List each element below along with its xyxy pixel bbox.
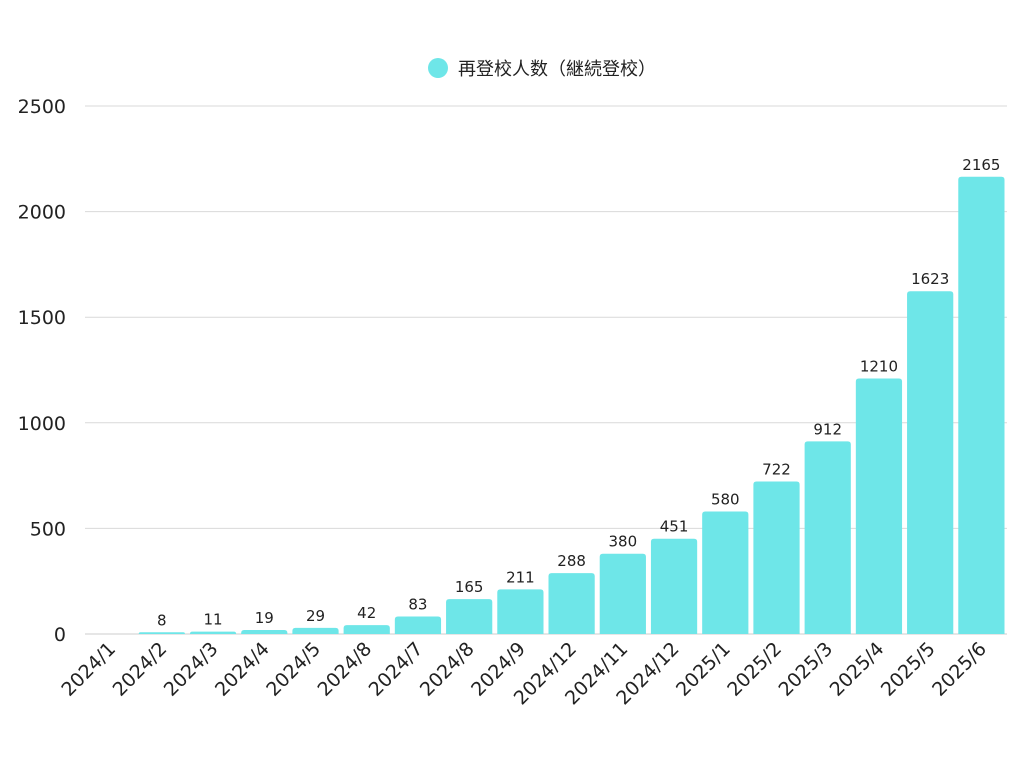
data-label: 580 xyxy=(711,491,740,509)
data-label: 42 xyxy=(357,604,376,622)
x-tick-label: 2024/8 xyxy=(416,638,479,701)
x-tick-label: 2024/5 xyxy=(262,638,325,701)
bar xyxy=(394,616,442,634)
bar xyxy=(855,378,903,634)
y-tick-label: 2500 xyxy=(18,96,66,118)
data-label: 722 xyxy=(762,461,791,479)
y-tick-label: 2000 xyxy=(18,202,66,224)
data-label: 29 xyxy=(306,607,325,625)
bar xyxy=(446,599,493,634)
x-tick-label: 2025/4 xyxy=(826,638,889,701)
x-tick-label: 2024/2 xyxy=(109,638,172,701)
data-label: 83 xyxy=(408,595,427,613)
bar xyxy=(958,176,1005,634)
data-label: 288 xyxy=(557,552,586,570)
bar xyxy=(650,538,698,634)
x-tick-label: 2024/7 xyxy=(365,638,428,701)
x-tick-label: 2025/3 xyxy=(774,638,837,701)
bar xyxy=(702,511,749,634)
bar xyxy=(343,625,390,634)
bar xyxy=(189,631,237,634)
data-label: 380 xyxy=(609,533,638,551)
y-tick-label: 1000 xyxy=(18,413,66,435)
bar xyxy=(753,481,800,634)
y-tick-label: 500 xyxy=(30,518,66,540)
x-tick-label: 2025/2 xyxy=(723,638,786,701)
x-tick-label: 2025/1 xyxy=(672,638,735,701)
legend-swatch xyxy=(428,58,448,78)
legend[interactable]: 再登校人数（継続登校） xyxy=(0,55,1024,81)
y-tick-label: 0 xyxy=(54,624,66,646)
data-label: 451 xyxy=(660,518,689,536)
bar xyxy=(497,589,544,634)
data-label: 2165 xyxy=(962,156,1000,174)
bar xyxy=(804,441,851,634)
data-label: 11 xyxy=(204,611,223,629)
x-tick-label: 2024/3 xyxy=(160,638,223,701)
data-label: 1210 xyxy=(860,357,898,375)
x-tick-label: 2024/1 xyxy=(57,638,120,701)
data-label: 8 xyxy=(157,611,167,629)
bar xyxy=(548,573,595,634)
legend-label: 再登校人数（継続登校） xyxy=(458,59,656,80)
bar xyxy=(907,291,954,634)
data-label: 19 xyxy=(255,609,274,627)
data-label: 211 xyxy=(506,568,535,586)
bar xyxy=(292,627,339,634)
bar xyxy=(138,632,185,634)
bar xyxy=(241,629,288,634)
bar xyxy=(599,553,646,634)
x-tick-label: 2024/8 xyxy=(313,638,376,701)
data-label: 912 xyxy=(813,420,842,438)
y-tick-label: 1500 xyxy=(18,307,66,329)
x-tick-label: 2024/4 xyxy=(211,638,274,701)
data-label: 165 xyxy=(455,578,484,596)
x-tick-label: 2025/6 xyxy=(928,638,991,701)
x-tick-label: 2025/5 xyxy=(877,638,940,701)
data-label: 1623 xyxy=(911,270,949,288)
